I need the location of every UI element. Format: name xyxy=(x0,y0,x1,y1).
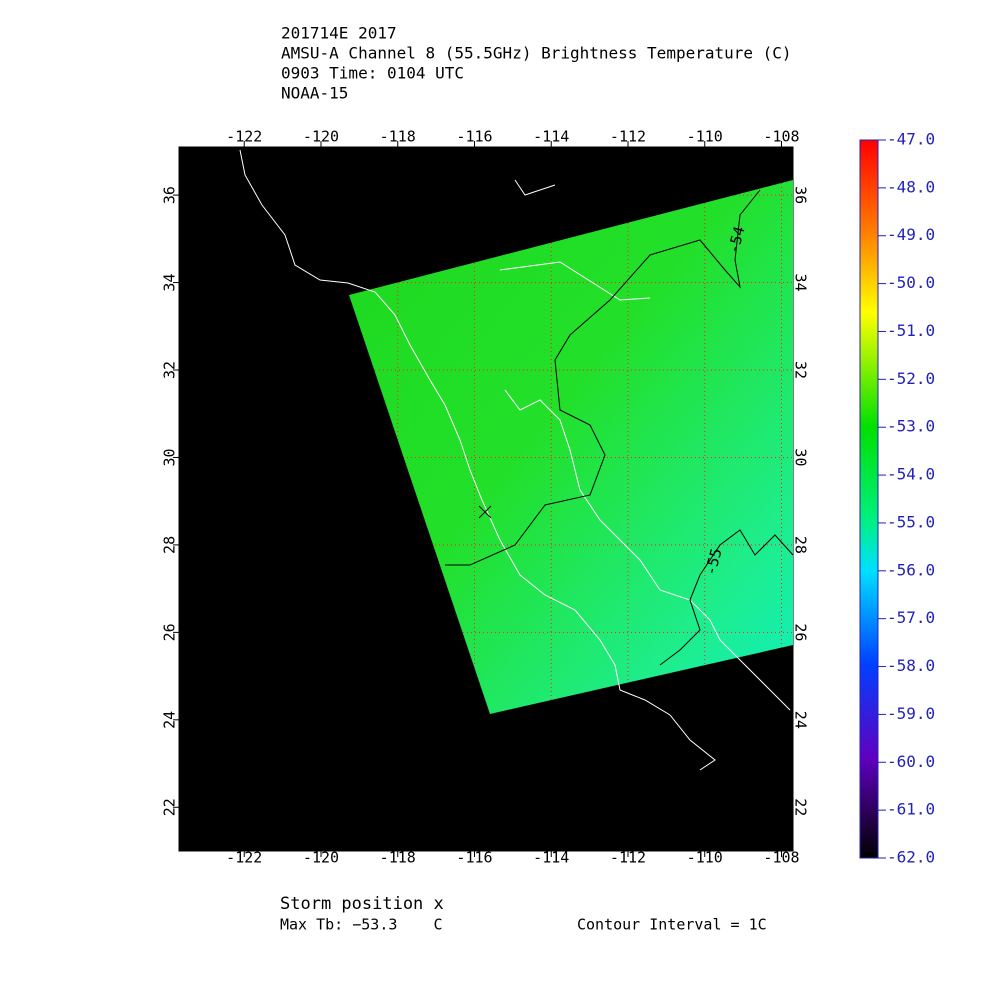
x-tick-label: -112 xyxy=(610,128,646,146)
colorbar-label: -53.0 xyxy=(887,417,935,436)
y-tick-label: 36 xyxy=(792,186,810,204)
y-tick-label: 30 xyxy=(792,448,810,466)
x-tick-label: -120 xyxy=(303,128,339,146)
x-tick-label: -116 xyxy=(456,849,492,867)
y-tick-label: 36 xyxy=(161,186,179,204)
y-tick-label: 28 xyxy=(161,536,179,554)
x-tick-label: -118 xyxy=(380,849,416,867)
header-line: 201714E 2017 xyxy=(281,24,397,43)
coastline xyxy=(239,149,791,771)
header-line: AMSU-A Channel 8 (55.5GHz) Brightness Te… xyxy=(281,44,792,63)
colorbar: -47.0 -48.0 -49.0 -50.0 -51.0 -52.0 -53.0 -54.0… xyxy=(859,130,935,867)
x-tick-label: -108 xyxy=(763,849,799,867)
x-tick-label: -122 xyxy=(226,128,262,146)
axes: -122 -122 -120 -120 -118 -118 -116 -116 -114 -114… xyxy=(161,128,810,867)
header-line: 0903 Time: 0104 UTC xyxy=(281,64,464,83)
x-tick-label: -122 xyxy=(226,849,262,867)
colorbar-label: -55.0 xyxy=(887,512,935,531)
x-tick-label: -118 xyxy=(380,128,416,146)
y-tick-label: 22 xyxy=(792,798,810,816)
x-tick-label: -110 xyxy=(687,128,723,146)
y-tick-label: 26 xyxy=(792,623,810,641)
y-tick-label: 26 xyxy=(161,623,179,641)
x-tick-label: -120 xyxy=(303,849,339,867)
y-tick-label: 22 xyxy=(161,798,179,816)
colorbar-label: -48.0 xyxy=(887,177,935,196)
header-line: NOAA-15 xyxy=(281,84,348,103)
y-tick-label: 24 xyxy=(161,711,179,729)
swath xyxy=(349,180,793,714)
colorbar-label: -54.0 xyxy=(887,465,935,484)
y-tick-label: 32 xyxy=(161,361,179,379)
colorbar-label: -58.0 xyxy=(887,656,935,675)
colorbar-label: -52.0 xyxy=(887,369,935,388)
colorbar-label: -56.0 xyxy=(887,560,935,579)
y-tick-label: 34 xyxy=(792,274,810,292)
y-tick-label: 24 xyxy=(792,711,810,729)
x-tick-label: -116 xyxy=(456,128,492,146)
contour-interval: Contour Interval = 1C xyxy=(577,916,767,934)
y-tick-label: 28 xyxy=(792,536,810,554)
colorbar-label: -47.0 xyxy=(887,130,935,149)
y-tick-label: 30 xyxy=(161,448,179,466)
x-tick-label: -114 xyxy=(533,849,569,867)
colorbar-label: -62.0 xyxy=(887,848,935,867)
colorbar-label: -61.0 xyxy=(887,800,935,819)
colorbar-label: -57.0 xyxy=(887,608,935,627)
x-tick-label: -108 xyxy=(763,128,799,146)
colorbar-gradient xyxy=(859,139,879,859)
colorbar-label: -60.0 xyxy=(887,752,935,771)
y-tick-label: 34 xyxy=(161,274,179,292)
x-tick-label: -114 xyxy=(533,128,569,146)
colorbar-label: -50.0 xyxy=(887,273,935,292)
storm-note: Storm position x xyxy=(280,894,444,914)
storm-marker xyxy=(478,505,492,519)
colorbar-label: -59.0 xyxy=(887,704,935,723)
x-tick-label: -112 xyxy=(610,849,646,867)
contour xyxy=(445,189,794,666)
colorbar-label: -51.0 xyxy=(887,321,935,340)
y-tick-label: 32 xyxy=(792,361,810,379)
max-tb: Max Tb: −53.3 C xyxy=(280,916,443,934)
x-tick-label: -110 xyxy=(687,849,723,867)
colorbar-label: -49.0 xyxy=(887,225,935,244)
